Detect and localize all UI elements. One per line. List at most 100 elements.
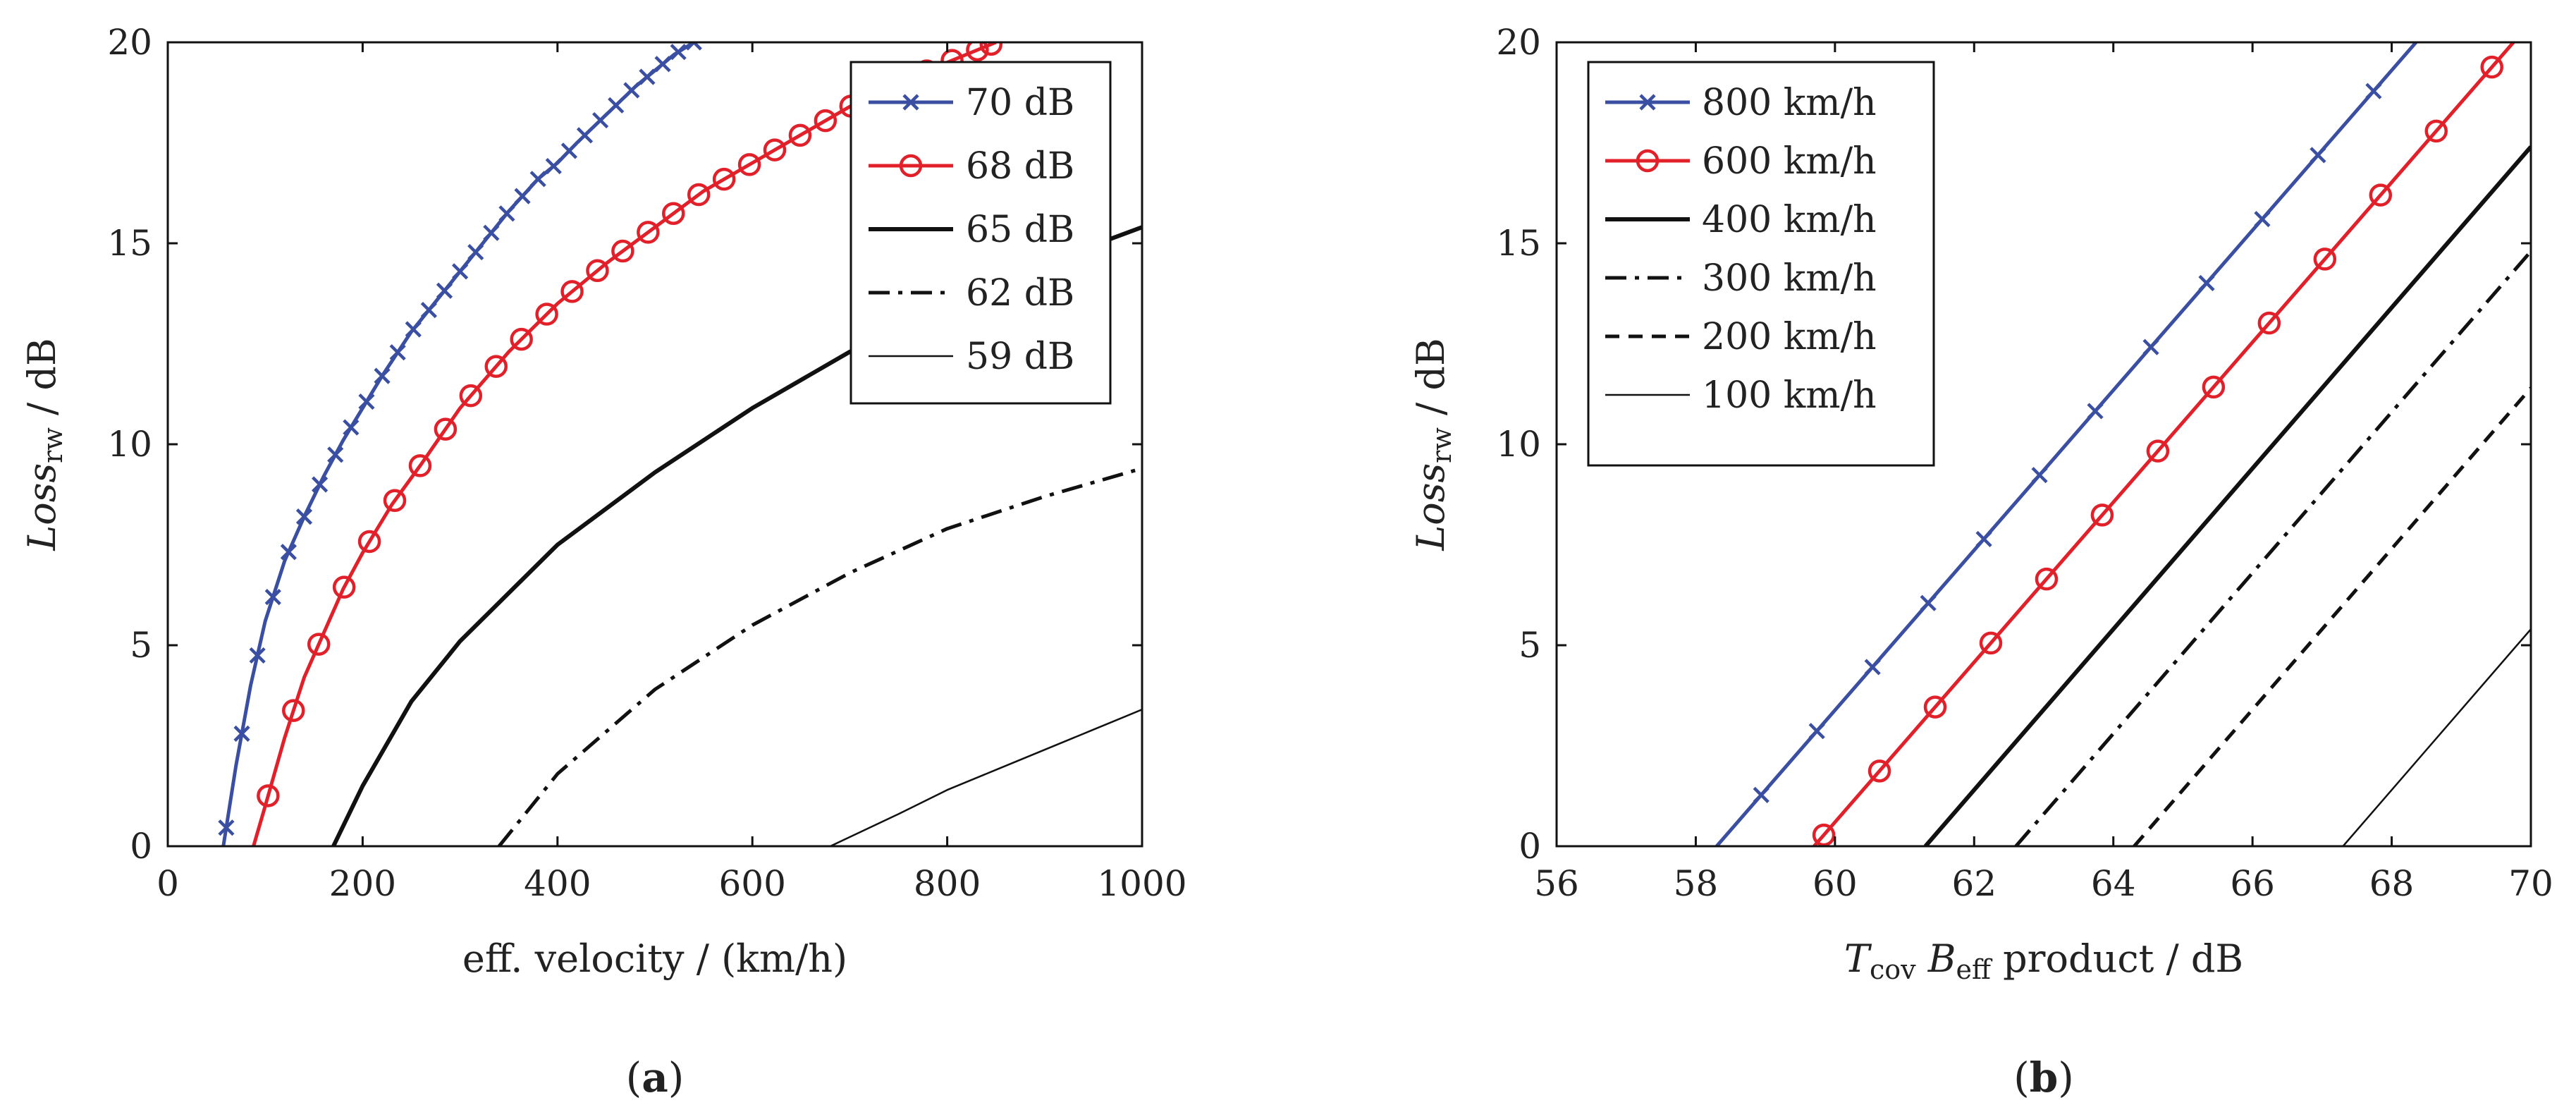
marker-a-68-db-7: [434, 417, 458, 441]
marker-a-70-db-16: [467, 243, 484, 261]
marker-a-68-db-8: [459, 384, 483, 408]
marker-a-68-db-1: [282, 699, 305, 722]
marker-a-68-db-6: [408, 454, 432, 477]
marker-b-600-km-h-12: [2480, 55, 2503, 79]
marker-a-68-db-5: [383, 489, 407, 513]
marker-a-70-db-22: [560, 142, 577, 159]
ticks-b: 56 58 60 62 64 66 68 70 0 5 10 15 20: [1496, 22, 2553, 904]
y-axis-label-b: Lossrw / dB: [1409, 338, 1457, 551]
marker-b-600-km-h-10: [2369, 183, 2393, 207]
marker-a-68-db-9: [484, 355, 508, 378]
y-tick-label-a-15: 15: [107, 223, 152, 264]
marker-a-70-db-5: [295, 508, 313, 525]
marker-a-68-db-14: [611, 239, 634, 263]
marker-a-68-db-21: [788, 123, 812, 147]
marker-a-68-db-10: [510, 327, 533, 351]
legend-label-a-59-db: 59 dB: [966, 336, 1074, 378]
chart-panel-b: 56 58 60 62 64 66 68 70 0 5 10 15 20 Tcov Beff produ…: [1409, 22, 2553, 1101]
legend-box-a: [850, 61, 1112, 405]
marker-a-68-db-0: [257, 784, 280, 807]
legend-marker-b-800-km-h: [1639, 94, 1656, 111]
legend-a: 70 dB 68 dB 65 dB 62 dB 59 dB: [850, 61, 1112, 405]
panel-label-b: (b): [2013, 1054, 2074, 1101]
marker-b-800-km-h-0: [1753, 786, 1770, 803]
marker-a-70-db-2: [249, 647, 266, 664]
marker-a-68-db-13: [586, 259, 609, 283]
legend-label-b-400-km-h: 400 km/h: [1702, 199, 1877, 241]
series-layer-a: [218, 42, 1142, 846]
x-axis-label-b: Tcov Beff product / dB: [1844, 936, 2243, 985]
marker-a-68-db-3: [332, 575, 356, 599]
legend-label-a-62-db: 62 dB: [966, 272, 1074, 315]
y-tick-label-a-0: 0: [130, 826, 152, 867]
y-tick-label-b-0: 0: [1519, 826, 1541, 867]
legend-box-b: [1587, 61, 1935, 467]
marker-a-68-db-29: [979, 42, 1003, 56]
marker-a-70-db-0: [218, 819, 235, 836]
legend-label-b-300-km-h: 300 km/h: [1702, 257, 1877, 300]
marker-b-600-km-h-4: [2035, 567, 2059, 591]
series-layer-b: [1715, 42, 2531, 846]
series-line-b-100-km-h: [2342, 628, 2531, 846]
legend-label-b-800-km-h: 800 km/h: [1702, 82, 1877, 124]
y-tick-label-a-10: 10: [107, 424, 152, 465]
y-tick-label-b-20: 20: [1496, 22, 1541, 63]
marker-b-800-km-h-1: [1808, 723, 1825, 740]
marker-a-70-db-4: [280, 544, 297, 561]
marker-a-70-db-25: [608, 97, 625, 114]
panel-label-a: (a): [626, 1054, 685, 1101]
series-line-a-59-db: [830, 709, 1142, 846]
marker-a-68-db-4: [357, 530, 381, 554]
marker-a-70-db-17: [483, 224, 500, 241]
ticks-a: 0 200 400 600 800 1000 0 5 10 15 20: [107, 22, 1186, 904]
marker-b-600-km-h-11: [2424, 119, 2448, 143]
chart-panel-a: 0 200 400 600 800 1000 0 5 10 15 20 eff. velocity …: [20, 22, 1187, 1101]
marker-a-70-db-7: [327, 446, 344, 463]
legend-label-b-100-km-h: 100 km/h: [1702, 374, 1877, 417]
legend-items-b: 800 km/h 600 km/h 400 km/h 300 km/h 200 km/h…: [1605, 82, 1877, 417]
marker-a-68-db-2: [307, 633, 331, 656]
marker-a-70-db-30: [685, 42, 702, 51]
marker-a-70-db-11: [389, 344, 406, 361]
marker-b-600-km-h-0: [1812, 823, 1836, 846]
marker-b-800-km-h-5: [2031, 467, 2048, 484]
marker-a-68-db-22: [814, 109, 838, 133]
x-tick-label-b-68: 68: [2369, 863, 2415, 904]
marker-a-70-db-29: [670, 44, 687, 61]
marker-a-68-db-17: [687, 183, 711, 207]
marker-a-68-db-20: [763, 138, 787, 161]
marker-a-68-db-12: [560, 280, 584, 303]
marker-a-70-db-14: [436, 282, 453, 299]
x-tick-label-b-60: 60: [1813, 863, 1858, 904]
marker-a-70-db-8: [343, 419, 360, 436]
x-tick-label-a-400: 400: [524, 863, 591, 904]
marker-a-70-db-28: [654, 56, 671, 73]
marker-a-70-db-6: [312, 476, 329, 493]
legend-b: 800 km/h 600 km/h 400 km/h 300 km/h 200 km/h…: [1587, 61, 1935, 467]
marker-a-70-db-12: [405, 321, 422, 338]
y-tick-label-a-5: 5: [130, 625, 152, 666]
x-tick-label-a-600: 600: [718, 863, 785, 904]
marker-b-800-km-h-6: [2087, 403, 2104, 420]
marker-a-70-db-15: [452, 263, 469, 280]
series-line-b-300-km-h: [2014, 250, 2531, 846]
marker-a-70-db-20: [529, 171, 546, 188]
x-tick-label-b-58: 58: [1674, 863, 1719, 904]
marker-a-70-db-1: [233, 725, 250, 742]
x-tick-label-b-64: 64: [2091, 863, 2136, 904]
marker-b-600-km-h-5: [2090, 503, 2114, 527]
marker-b-800-km-h-2: [1864, 659, 1881, 676]
marker-a-70-db-13: [420, 302, 437, 319]
x-axis-label-a: eff. velocity / (km/h): [462, 936, 847, 981]
y-tick-label-a-20: 20: [107, 22, 152, 63]
y-tick-label-b-15: 15: [1496, 223, 1541, 264]
marker-b-800-km-h-3: [1920, 594, 1937, 611]
series-line-b-800-km-h: [1715, 42, 2417, 846]
series-line-a-62-db: [497, 466, 1142, 846]
marker-b-800-km-h-11: [2365, 83, 2382, 99]
marker-b-600-km-h-3: [1979, 631, 2003, 655]
marker-b-800-km-h-8: [2198, 274, 2215, 292]
marker-b-600-km-h-2: [1923, 695, 1947, 719]
legend-marker-b-600-km-h: [1636, 149, 1660, 173]
